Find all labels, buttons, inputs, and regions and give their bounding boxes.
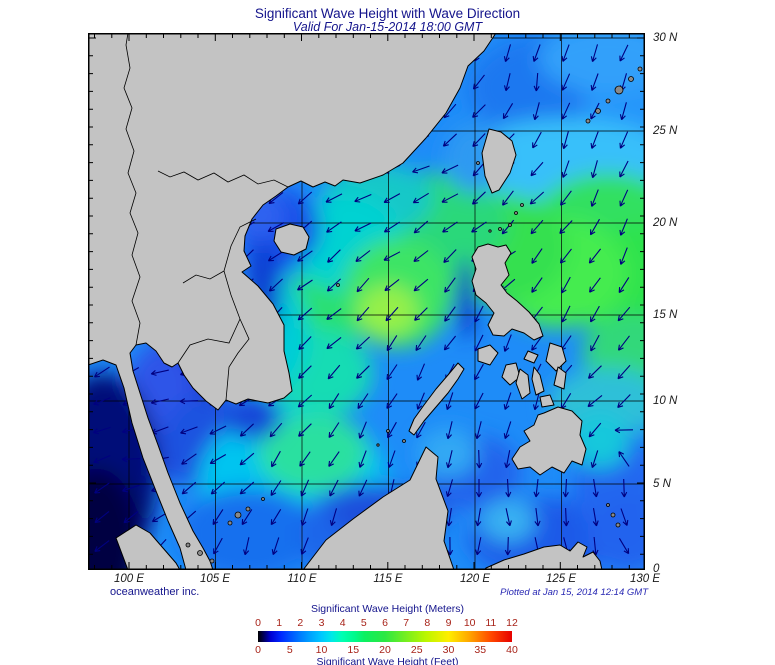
legend-tick-12: 12: [506, 617, 518, 629]
legend-tick-40: 40: [506, 644, 518, 656]
land-negros: [515, 368, 531, 400]
land-masbate: [523, 350, 539, 364]
legend-tick-4: 4: [339, 617, 346, 629]
legend-tick-9: 9: [445, 617, 452, 629]
lat-label-5N: 5 N: [653, 478, 671, 490]
land-mainland-asia: [88, 33, 497, 570]
land-samar: [545, 342, 567, 372]
lon-label-100E: 100 E: [113, 573, 145, 585]
land-bohol: [539, 394, 555, 408]
legend-tick-11: 11: [485, 617, 497, 629]
legend-feet-title: Significant Wave Height (Feet): [316, 656, 459, 665]
land-hainan: [273, 223, 310, 256]
legend-tick-10: 10: [463, 617, 476, 629]
legend-tick-0: 0: [255, 617, 261, 629]
lon-label-130E: 130 E: [629, 573, 661, 585]
map-frame: [88, 33, 645, 570]
legend-tick-8: 8: [424, 617, 431, 629]
lon-label-120E: 120 E: [459, 573, 491, 585]
plotted-timestamp: Plotted at Jan 15, 2014 12:14 GMT: [500, 587, 648, 598]
lat-label-25N: 25 N: [653, 125, 678, 137]
lat-label-30N: 30 N: [653, 32, 678, 44]
legend-meters-title: Significant Wave Height (Meters): [310, 603, 465, 615]
legend-tick-15: 15: [347, 644, 360, 656]
legend-tick-7: 7: [403, 617, 410, 629]
lat-label-15N: 15 N: [653, 309, 678, 321]
lon-label-125E: 125 E: [545, 573, 577, 585]
lat-label-0: 0: [653, 563, 660, 575]
legend-tick-25: 25: [410, 644, 423, 656]
legend-tick-5: 5: [360, 617, 367, 629]
credit-text: oceanweather inc.: [110, 586, 200, 598]
lon-label-115E: 115 E: [373, 573, 403, 585]
legend-tick-30: 30: [442, 644, 455, 656]
lon-label-110E: 110 E: [287, 573, 317, 585]
legend-tick-10: 10: [315, 644, 328, 656]
valid-time-subtitle: Valid For Jan-15-2014 18:00 GMT: [292, 20, 483, 34]
land-borneo: [302, 446, 455, 570]
land-panay: [501, 362, 521, 386]
wave-map-canvas: [88, 33, 645, 570]
country-borders: [123, 33, 289, 401]
land-cebu: [531, 366, 545, 396]
lat-label-10N: 10 N: [653, 395, 678, 407]
legend-tick-5: 5: [286, 644, 293, 656]
legend-tick-20: 20: [379, 644, 391, 656]
legend-tick-35: 35: [474, 644, 487, 656]
wave-height-colorbar: [258, 631, 512, 642]
page-title: Significant Wave Height with Wave Direct…: [254, 6, 521, 21]
legend-tick-1: 1: [276, 617, 283, 629]
legend-tick-6: 6: [382, 617, 388, 629]
land-palawan: [408, 362, 465, 436]
land-mindanao: [511, 406, 587, 476]
land-leyte: [553, 366, 567, 390]
map-layers: [88, 33, 645, 570]
lon-label-105E: 105 E: [199, 573, 231, 585]
land-masses: [88, 33, 603, 570]
legend-tick-2: 2: [297, 617, 304, 629]
land-mindoro: [477, 344, 499, 366]
land-luzon: [471, 243, 544, 341]
legend-tick-3: 3: [318, 617, 325, 629]
land-sumatra: [115, 524, 181, 570]
lat-label-20N: 20 N: [653, 217, 678, 229]
axis-tick-marks: [88, 33, 645, 570]
land-taiwan: [481, 128, 517, 194]
legend-tick-0: 0: [255, 644, 261, 656]
small-islands: [185, 66, 643, 564]
